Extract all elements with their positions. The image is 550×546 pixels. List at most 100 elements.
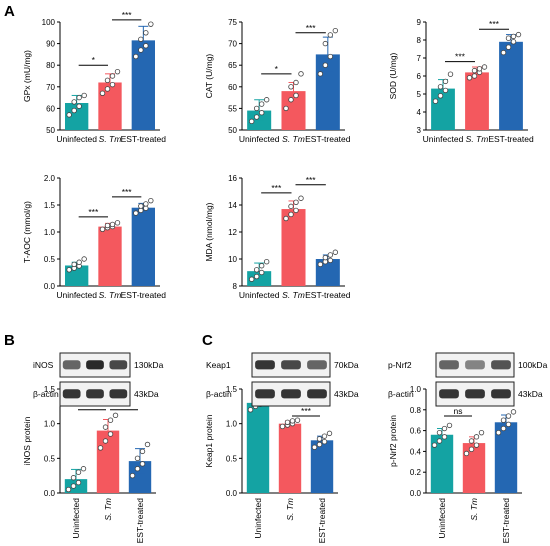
- y-tick-label: 1.5: [226, 385, 238, 394]
- data-point: [70, 475, 77, 481]
- data-point: [332, 27, 339, 34]
- blot-label: iNOS: [33, 360, 54, 370]
- y-tick-label: 1.0: [410, 385, 422, 394]
- data-point: [133, 53, 139, 60]
- significance-label: ***: [306, 23, 317, 33]
- significance-label: ***: [122, 187, 133, 197]
- bar-2: [494, 422, 518, 493]
- data-point: [284, 419, 291, 425]
- data-point: [471, 67, 478, 74]
- panel-label-c: C: [202, 332, 213, 349]
- blot-band: [86, 389, 104, 399]
- blot-band: [439, 360, 459, 370]
- y-tick-label: 1.0: [44, 228, 56, 237]
- data-point: [442, 87, 449, 94]
- data-point: [81, 92, 87, 99]
- data-point: [481, 64, 488, 70]
- data-point: [500, 417, 507, 423]
- x-tick-label: Uninfected: [56, 134, 97, 144]
- blot-size: 43kDa: [334, 389, 359, 399]
- data-point: [258, 101, 265, 107]
- data-point: [436, 438, 443, 444]
- data-point: [258, 110, 265, 116]
- blot-size: 100kDa: [518, 360, 548, 370]
- x-tick-label: S. Tm: [282, 134, 305, 144]
- data-point: [138, 36, 144, 42]
- y-tick-label: 14: [228, 201, 237, 210]
- data-point: [327, 53, 334, 60]
- data-point: [317, 261, 324, 268]
- y-tick-label: 1.0: [226, 420, 238, 429]
- significance-label: ***: [301, 406, 312, 416]
- data-point: [431, 442, 438, 448]
- bar-0: [65, 103, 89, 130]
- significance-label: ***: [122, 10, 133, 20]
- data-point: [441, 434, 448, 440]
- y-tick-label: 0.0: [44, 282, 56, 291]
- bar-2: [131, 40, 155, 130]
- data-point: [473, 434, 480, 440]
- bar-1: [281, 209, 306, 286]
- blot-label: β-actin: [388, 389, 414, 399]
- data-point: [311, 444, 318, 450]
- y-tick-label: 2.0: [44, 174, 56, 183]
- data-point: [71, 99, 77, 105]
- data-point: [76, 259, 82, 265]
- data-point: [81, 256, 87, 262]
- y-tick-label: 8: [417, 36, 422, 45]
- data-point: [143, 30, 149, 36]
- y-tick-label: 0.2: [410, 468, 422, 477]
- data-point: [463, 450, 470, 457]
- y-tick-label: 7: [417, 54, 422, 63]
- data-point: [263, 97, 270, 103]
- data-point: [148, 197, 154, 204]
- y-tick-label: 50: [228, 126, 237, 135]
- y-tick-label: 80: [46, 61, 55, 70]
- data-point: [114, 68, 121, 75]
- y-tick-label: 0.5: [226, 454, 238, 463]
- data-point: [442, 78, 449, 85]
- chart-keap1: 0.0 0.5 1.0 1.5 Keap1 protein Uninfected S. Tm…: [204, 383, 338, 543]
- data-point: [436, 429, 443, 436]
- data-point: [104, 77, 111, 84]
- blot-band: [307, 389, 327, 399]
- data-point: [143, 205, 149, 211]
- data-point: [288, 84, 294, 90]
- data-point: [65, 486, 72, 493]
- data-point: [327, 252, 334, 258]
- bar-0: [430, 434, 454, 493]
- data-point: [294, 417, 301, 423]
- chart-taoc: 0.0 0.5 1.0 1.5 2.0 T-AOC (mmol/g) Uninfected S…: [22, 174, 166, 300]
- data-point: [510, 33, 517, 40]
- data-point: [293, 207, 299, 214]
- data-point: [75, 469, 82, 475]
- y-tick-label: 0.5: [44, 255, 56, 264]
- x-tick-label: S. Tm: [282, 290, 305, 300]
- data-point: [476, 66, 483, 72]
- data-point: [99, 90, 106, 96]
- panel-label-a: A: [4, 3, 15, 20]
- x-tick-label: EST-treated: [317, 498, 327, 544]
- bar-0: [246, 402, 270, 493]
- data-point: [432, 98, 439, 104]
- x-tick-label: Uninfected: [423, 134, 464, 144]
- y-tick-label: 0.6: [410, 427, 422, 436]
- x-tick-label: Uninfected: [253, 498, 263, 539]
- data-point: [293, 92, 299, 99]
- bar-2: [131, 207, 155, 286]
- y-tick-label: 100: [42, 18, 56, 27]
- y-tick-label: 50: [46, 126, 55, 135]
- bar-1: [465, 72, 489, 130]
- blot-band: [109, 360, 128, 370]
- data-point: [138, 47, 144, 53]
- data-point: [71, 261, 77, 268]
- y-tick-label: 60: [46, 104, 55, 113]
- data-point: [327, 257, 334, 264]
- blot-band: [86, 360, 104, 370]
- data-point: [109, 73, 116, 79]
- data-point: [133, 210, 139, 216]
- y-axis-label: CAT (U/mg): [204, 54, 214, 99]
- blot-band: [307, 360, 327, 370]
- data-point: [283, 215, 289, 222]
- blot-keap1: Keap1 70kDa β-actin 43kDa: [206, 352, 359, 407]
